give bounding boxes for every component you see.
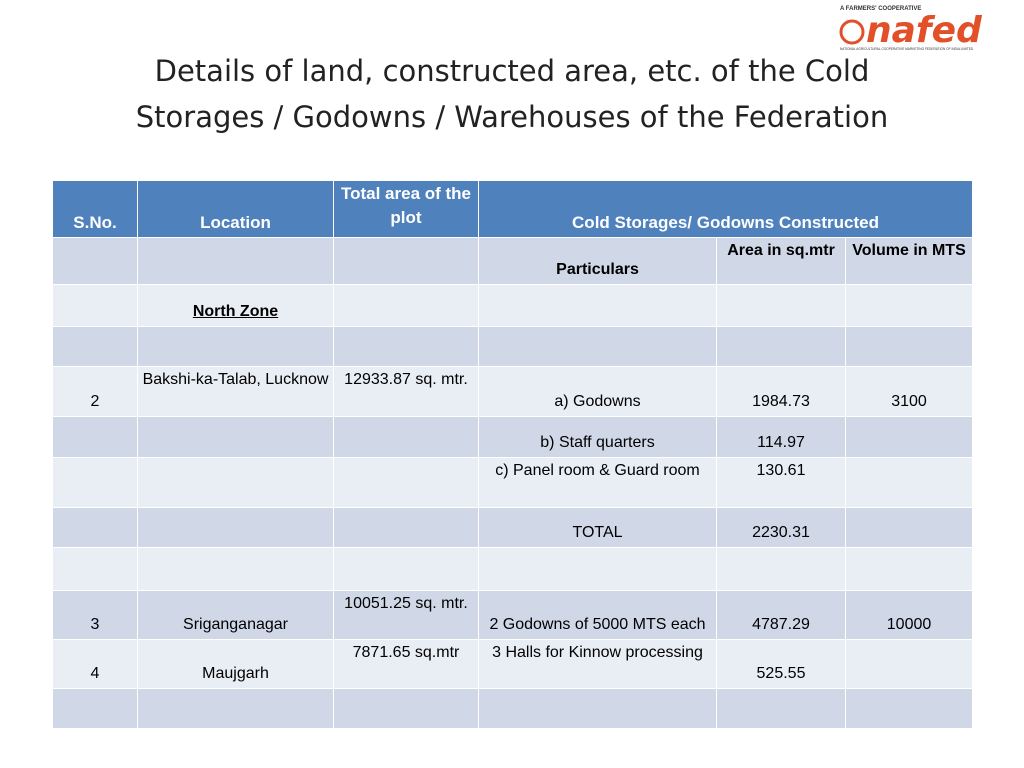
table-cell: 1984.73 <box>716 366 846 417</box>
table-cell <box>333 237 479 285</box>
table-cell <box>137 326 334 367</box>
table-cell <box>844 284 974 327</box>
table-cell: Maujgarh <box>137 639 334 689</box>
table-cell: 12933.87 sq. mtr. <box>333 366 479 417</box>
table-cell <box>52 416 138 458</box>
table-cell <box>137 457 334 508</box>
table-cell <box>52 284 138 327</box>
table-cell: TOTAL <box>478 507 717 548</box>
table-cell <box>52 507 138 548</box>
table-cell: 2 <box>52 366 138 417</box>
table-cell <box>333 284 479 327</box>
table-cell <box>52 326 138 367</box>
table-cell <box>333 326 479 367</box>
table-cell <box>478 284 717 327</box>
table-cell <box>478 688 717 729</box>
table-cell <box>478 547 717 591</box>
table-cell <box>844 416 974 458</box>
table-cell <box>716 284 846 327</box>
table-cell <box>844 688 974 729</box>
table-row: North Zone <box>52 284 974 327</box>
table-cell <box>716 547 846 591</box>
table-cell: b) Staff quarters <box>478 416 717 458</box>
table-cell: c) Panel room & Guard room <box>478 457 717 508</box>
table-cell: 525.55 <box>716 639 846 689</box>
table-cell: 3 Halls for Kinnow processing <box>478 639 717 689</box>
table-cell: 10000 <box>844 590 974 640</box>
table-cell <box>716 326 846 367</box>
table-row: 4 Maujgarh 7871.65 sq.mtr 3 Halls for Kinno… <box>52 639 974 689</box>
table-cell <box>333 507 479 548</box>
table-row: c) Panel room & Guard room 130.61 <box>52 457 974 508</box>
table-cell: 114.97 <box>716 416 846 458</box>
table-cell <box>478 326 717 367</box>
table-cell <box>844 547 974 591</box>
header-cell: S.No. <box>52 180 138 238</box>
table-row <box>52 326 974 367</box>
table-cell: 4 <box>52 639 138 689</box>
table-cell <box>137 688 334 729</box>
table-cell: Particulars <box>478 237 717 285</box>
table-row: 3 Sriganganagar 10051.25 sq. mtr. 2 Godowns… <box>52 590 974 640</box>
table-cell: North Zone <box>137 284 334 327</box>
title-line: Details of land, constructed area, etc. … <box>154 54 870 88</box>
title: Details of land, constructed area, etc. … <box>0 48 1024 140</box>
table-cell <box>333 547 479 591</box>
table-cell <box>844 457 974 508</box>
table-cell <box>137 507 334 548</box>
table-cell: Bakshi-ka-Talab, Lucknow <box>137 366 334 417</box>
table-cell: Volume in MTS <box>844 237 974 285</box>
table-row <box>52 688 974 729</box>
header-row: S.No. Location Total area of the plot Cold … <box>52 180 974 238</box>
header-cell: Total area of the plot <box>333 180 479 238</box>
table-cell <box>333 688 479 729</box>
table-cell <box>137 416 334 458</box>
logo-tagline: A FARMERS' COOPERATIVE <box>840 6 921 12</box>
table-row <box>52 547 974 591</box>
table-cell: 10051.25 sq. mtr. <box>333 590 479 640</box>
table-cell <box>137 547 334 591</box>
table-cell <box>137 237 334 285</box>
table-cell: 2 Godowns of 5000 MTS each <box>478 590 717 640</box>
header-cell: Cold Storages/ Godowns Constructed <box>477 180 974 238</box>
table-cell <box>52 547 138 591</box>
table-cell <box>844 507 974 548</box>
logo-emblem <box>839 19 865 45</box>
table-cell: a) Godowns <box>478 366 717 417</box>
table-row: Particulars Area in sq.mtr Volume in MTS <box>52 237 974 285</box>
table-cell: 2230.31 <box>716 507 846 548</box>
table-cell: 3100 <box>844 366 974 417</box>
table-cell: 4787.29 <box>716 590 846 640</box>
title-line: Storages / Godowns / Warehouses of the F… <box>135 100 889 134</box>
table-cell: Sriganganagar <box>137 590 334 640</box>
table-cell <box>333 416 479 458</box>
logo: A FARMERS' COOPERATIVE nafed NATIONAL AG… <box>839 6 983 51</box>
table-cell: 3 <box>52 590 138 640</box>
table: S.No. Location Total area of the plot Cold … <box>52 180 974 729</box>
table-cell: 7871.65 sq.mtr <box>333 639 479 689</box>
header-cell: Location <box>137 180 334 238</box>
table-cell <box>844 639 974 689</box>
table-cell <box>333 457 479 508</box>
table-row: 2 Bakshi-ka-Talab, Lucknow 12933.87 sq. mt… <box>52 366 974 417</box>
table-row: TOTAL 2230.31 <box>52 507 974 548</box>
table-cell <box>52 457 138 508</box>
table-row: b) Staff quarters 114.97 <box>52 416 974 458</box>
table-cell <box>52 688 138 729</box>
logo-name: nafed <box>866 10 983 51</box>
table-cell <box>716 688 846 729</box>
table-cell: Area in sq.mtr <box>716 237 846 285</box>
table-cell: 130.61 <box>716 457 846 508</box>
table-cell <box>844 326 974 367</box>
logo-fullname: NATIONAL AGRICULTURAL COOPERATIVE MARKET… <box>840 47 974 51</box>
table-cell <box>52 237 138 285</box>
